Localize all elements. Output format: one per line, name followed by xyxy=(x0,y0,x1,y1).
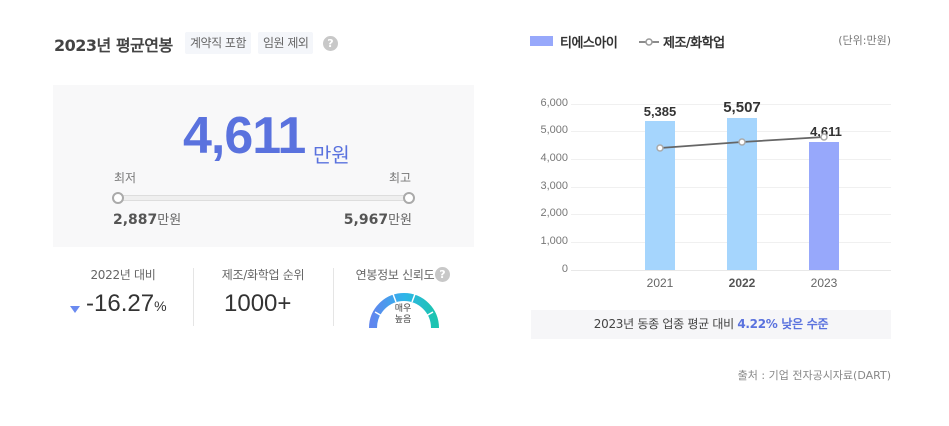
y-tick: 0 xyxy=(561,263,568,275)
compare-prefix: 2023년 동종 업종 평균 대비 xyxy=(593,317,738,331)
compare-highlight: 4.22% 낮은 수준 xyxy=(737,317,829,331)
min-label: 최저 xyxy=(114,171,137,185)
y-tick: 2,000 xyxy=(540,207,568,219)
y-tick: 6,000 xyxy=(540,97,568,109)
salary-range-track xyxy=(118,195,410,201)
reliability-label: 연봉정보 신뢰도 xyxy=(355,268,435,282)
max-salary: 5,967만원 xyxy=(344,209,412,228)
min-knob xyxy=(112,192,124,204)
yoy-number: -16.27 xyxy=(86,290,155,317)
yoy-suffix: % xyxy=(154,298,167,314)
gauge-text-line2: 높음 xyxy=(394,315,412,325)
chip-executive-excluded: 임원 제외 xyxy=(258,32,314,54)
average-salary-value: 4,611 xyxy=(183,107,306,165)
max-salary-value: 5,967 xyxy=(343,212,389,228)
legend-line-icon xyxy=(639,38,659,46)
min-salary: 2,887만원 xyxy=(113,209,181,228)
gauge-text: 매우 높음 xyxy=(391,304,415,326)
industry-compare-box: 2023년 동종 업종 평균 대비 4.22% 낮은 수준 xyxy=(531,310,891,339)
yoy-label: 2022년 대비 xyxy=(90,268,156,282)
max-knob xyxy=(403,192,415,204)
min-salary-unit: 만원 xyxy=(157,213,182,228)
yoy-value: -16.27% xyxy=(86,290,167,318)
down-triangle-icon xyxy=(70,306,80,313)
rank-label: 제조/화학업 순위 xyxy=(221,268,305,282)
question-circle-icon[interactable]: ? xyxy=(435,267,450,282)
bar-label-2022: 5,507 xyxy=(723,99,761,116)
x-label-2023: 2023 xyxy=(810,276,838,290)
page-title: 2023년 평균연봉 xyxy=(54,36,173,55)
x-label-2022: 2022 xyxy=(728,276,756,290)
bar-label-2023: 4,611 xyxy=(810,124,842,139)
legend-bar-swatch xyxy=(530,36,553,46)
max-label: 최고 xyxy=(389,171,412,185)
stat-divider xyxy=(193,268,194,326)
legend-industry: 제조/화학업 xyxy=(663,36,725,51)
question-circle-icon[interactable]: ? xyxy=(323,36,338,51)
y-tick: 3,000 xyxy=(540,180,568,192)
reliability-gauge xyxy=(369,293,439,329)
y-tick: 1,000 xyxy=(540,235,568,247)
average-salary-unit: 만원 xyxy=(313,143,350,167)
bar-label-2021: 5,385 xyxy=(643,104,677,119)
baseline xyxy=(571,270,891,271)
rank-value: 1000+ xyxy=(224,290,292,317)
bar-2023[interactable] xyxy=(809,142,839,270)
min-salary-value: 2,887 xyxy=(113,212,158,228)
stat-divider xyxy=(333,268,334,326)
y-tick: 4,000 xyxy=(540,152,568,164)
max-salary-unit: 만원 xyxy=(388,213,412,228)
chip-contract-included: 계약직 포함 xyxy=(185,32,252,54)
gauge-text-line1: 매우 xyxy=(394,304,412,314)
x-label-2021: 2021 xyxy=(646,276,674,290)
gridline xyxy=(571,104,891,105)
average-salary-panel xyxy=(53,85,474,247)
legend-company: 티에스아이 xyxy=(560,36,618,51)
y-tick: 5,000 xyxy=(540,124,568,136)
source-note: 출처 : 기업 전자공시자료(DART) xyxy=(737,369,891,382)
unit-note: (단위:만원) xyxy=(838,34,891,47)
